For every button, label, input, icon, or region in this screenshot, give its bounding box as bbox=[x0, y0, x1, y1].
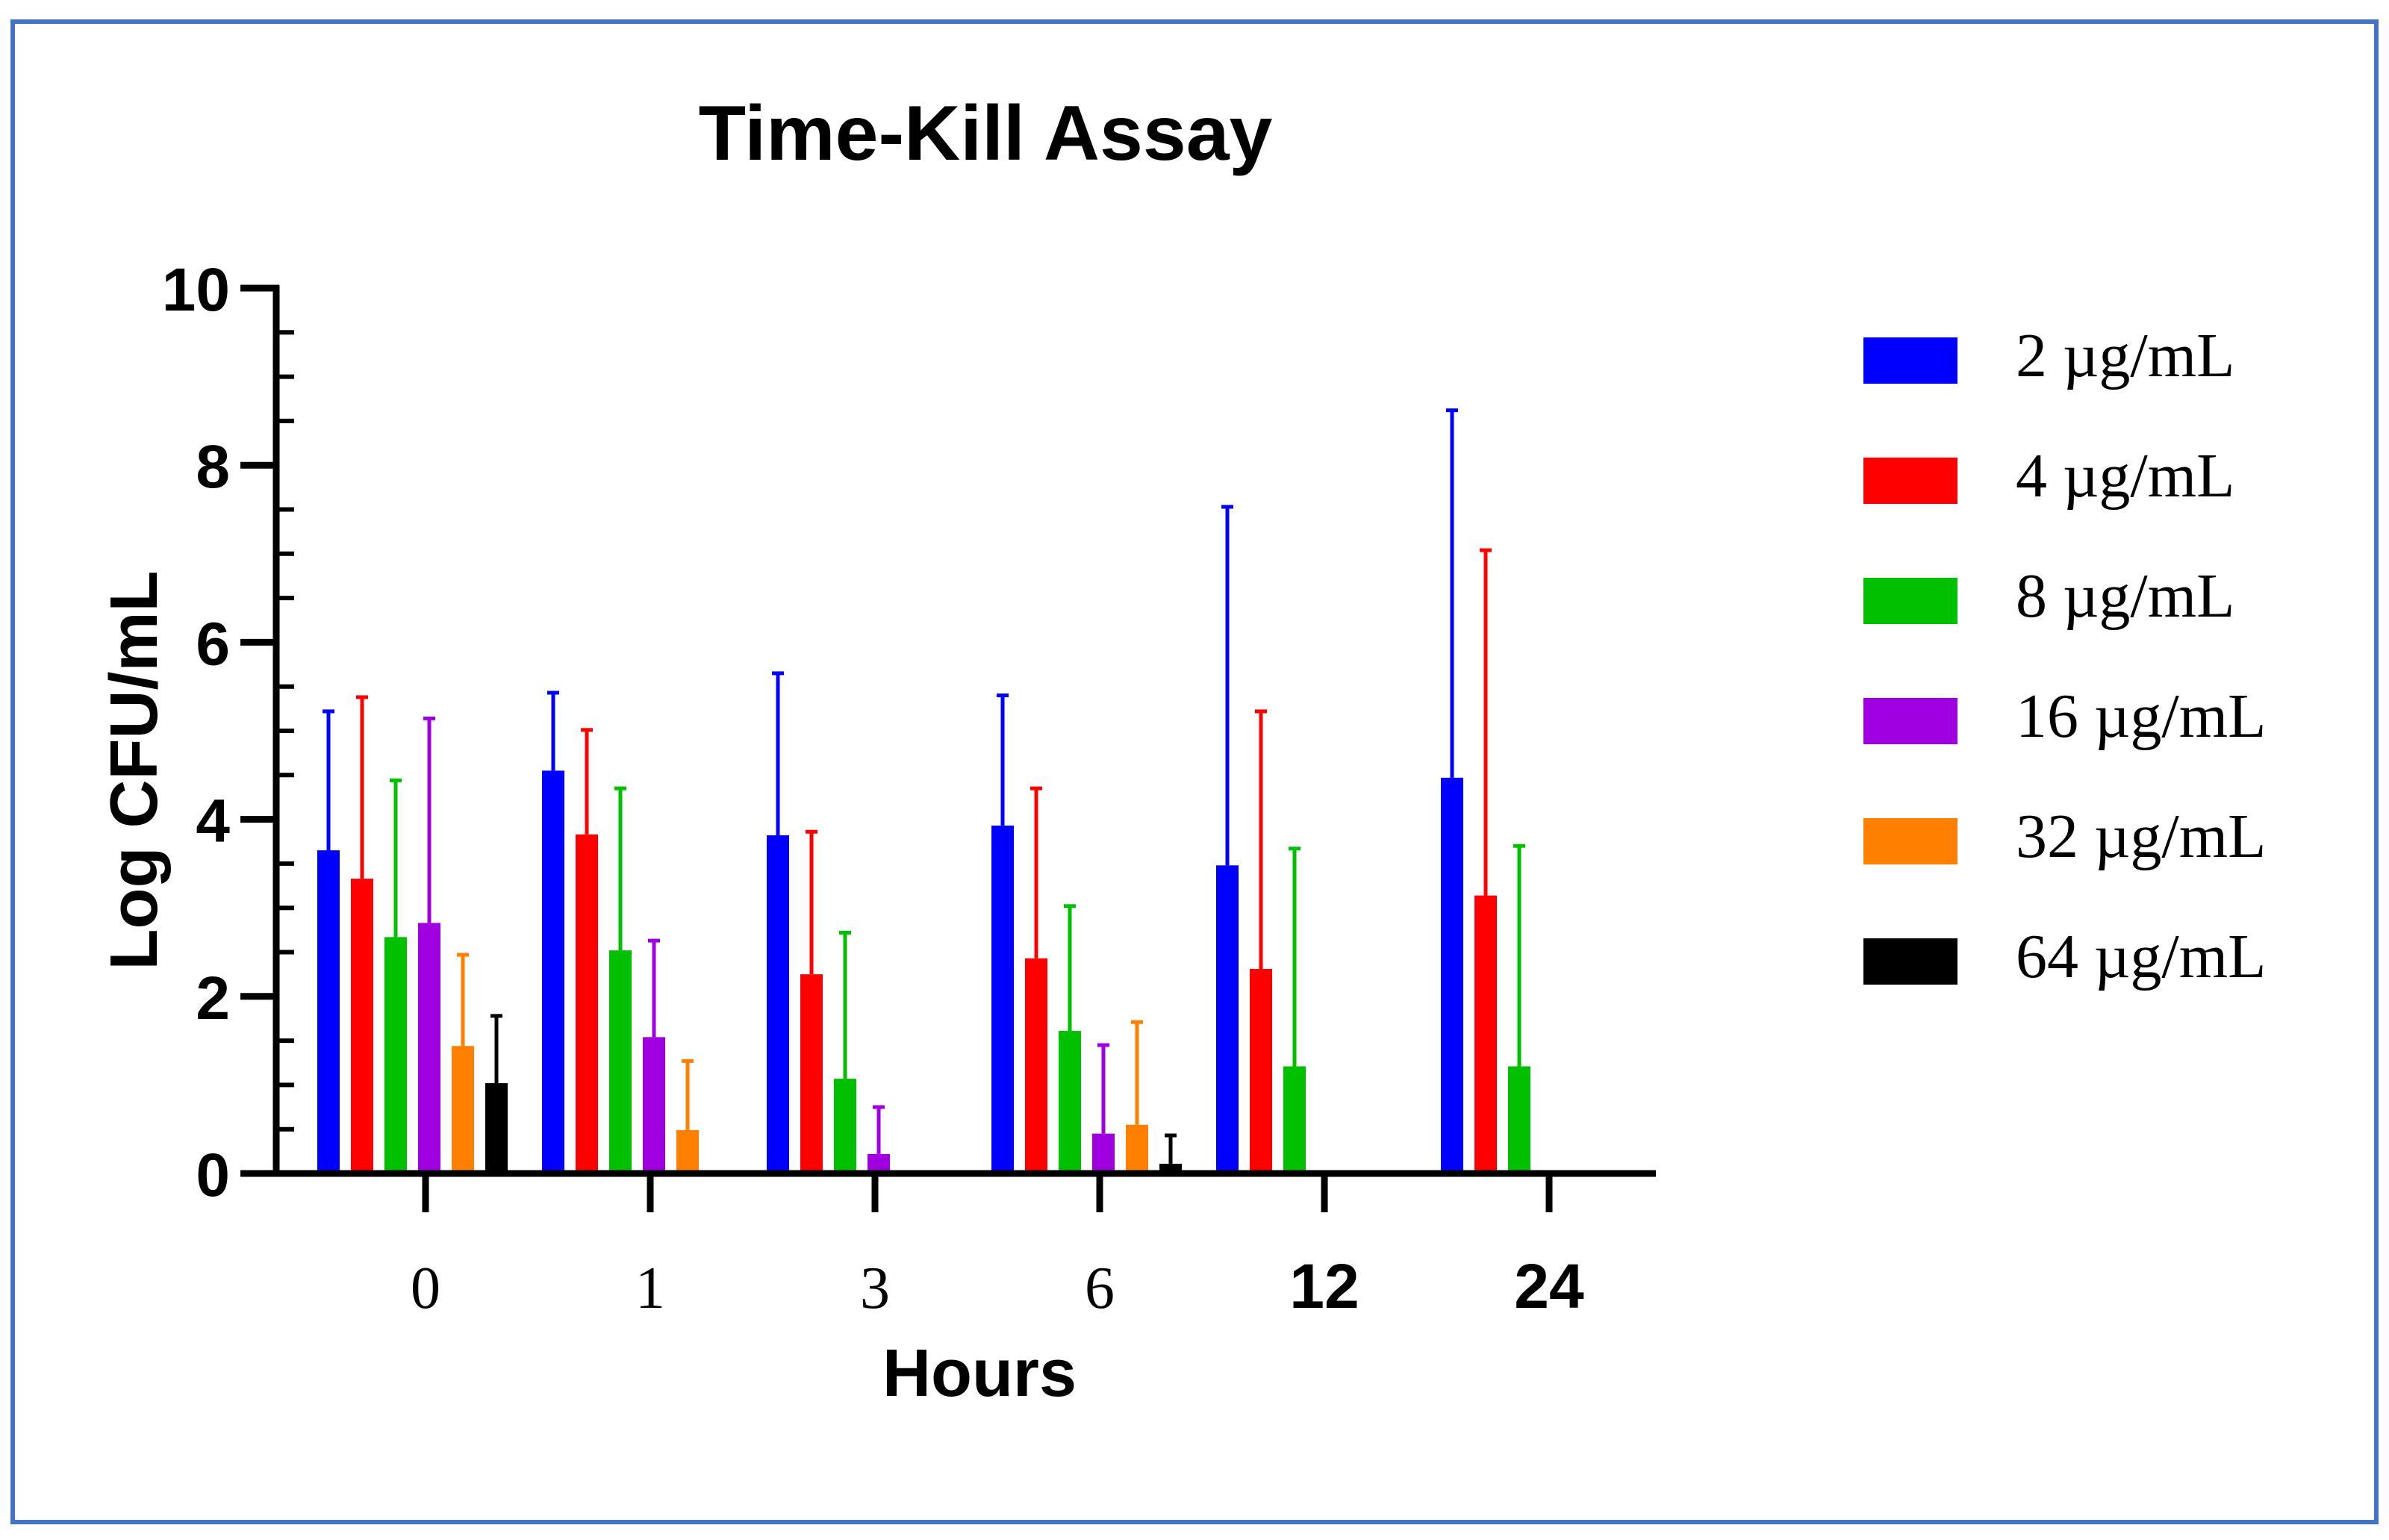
bar-3h-series-1 bbox=[767, 835, 789, 1173]
legend-item: 64 µg/mL bbox=[1863, 922, 2266, 991]
error-bar-24h-series-1 bbox=[1446, 408, 1458, 778]
legend-swatch bbox=[1863, 818, 1957, 864]
error-bar-6h-series-3 bbox=[1064, 904, 1076, 1032]
error-bar-1h-series-5 bbox=[682, 1059, 694, 1130]
time-kill-chart: Time-Kill Assay Log CFU/mL Hours 0 1 3 6 12 2… bbox=[97, 90, 2266, 1411]
x-tick-label: 0 bbox=[411, 1256, 440, 1321]
bar-0h-series-2 bbox=[351, 879, 373, 1173]
error-bar-6h-series-2 bbox=[1030, 786, 1042, 958]
y-tick-labels: 0 2 4 6 8 10 bbox=[162, 256, 231, 1209]
bar-0h-series-4 bbox=[418, 923, 440, 1173]
chart-title: Time-Kill Assay bbox=[699, 90, 1273, 177]
error-bar-12h-series-2 bbox=[1255, 709, 1267, 970]
y-tick-label: 4 bbox=[196, 788, 230, 855]
error-bar-6h-series-4 bbox=[1097, 1043, 1109, 1134]
legend-label: 32 µg/mL bbox=[2016, 802, 2266, 871]
bars-layer bbox=[317, 770, 1530, 1173]
error-bars-layer bbox=[323, 408, 1525, 1164]
legend-label: 64 µg/mL bbox=[2016, 922, 2266, 991]
legend-label: 8 µg/mL bbox=[2016, 561, 2234, 631]
error-bar-6h-series-5 bbox=[1131, 1020, 1143, 1125]
legend-label: 16 µg/mL bbox=[2016, 682, 2266, 751]
legend-item: 32 µg/mL bbox=[1863, 802, 2266, 871]
bar-1h-series-3 bbox=[609, 950, 632, 1173]
bar-0h-series-5 bbox=[452, 1046, 474, 1173]
legend-swatch bbox=[1863, 938, 1957, 985]
bar-6h-series-4 bbox=[1092, 1133, 1115, 1173]
x-tick-label: 6 bbox=[1085, 1256, 1115, 1321]
x-tick-label: 12 bbox=[1289, 1251, 1359, 1321]
bar-3h-series-2 bbox=[800, 974, 823, 1173]
legend-label: 2 µg/mL bbox=[2016, 321, 2234, 390]
x-tick-label: 24 bbox=[1514, 1251, 1584, 1321]
bar-1h-series-5 bbox=[676, 1129, 699, 1173]
y-axis-label: Log CFU/mL bbox=[97, 571, 172, 970]
error-bar-24h-series-2 bbox=[1480, 548, 1492, 896]
y-tick-label: 10 bbox=[162, 256, 230, 324]
error-bar-0h-series-6 bbox=[490, 1014, 502, 1084]
bar-0h-series-1 bbox=[317, 850, 340, 1173]
error-bar-0h-series-4 bbox=[423, 716, 435, 923]
error-bar-12h-series-1 bbox=[1221, 505, 1233, 866]
legend-item: 16 µg/mL bbox=[1863, 682, 2266, 751]
bar-0h-series-6 bbox=[485, 1083, 508, 1173]
y-tick-label: 6 bbox=[196, 610, 230, 678]
legend-item: 2 µg/mL bbox=[1863, 321, 2234, 390]
bar-12h-series-2 bbox=[1250, 969, 1272, 1173]
y-tick-label: 8 bbox=[196, 433, 230, 501]
bar-1h-series-2 bbox=[576, 834, 598, 1173]
legend-swatch bbox=[1863, 578, 1957, 624]
legend: 2 µg/mL 4 µg/mL 8 µg/mL 16 µg/mL 32 µg/mL 64 … bbox=[1863, 321, 2266, 991]
error-bar-24h-series-3 bbox=[1513, 844, 1525, 1067]
x-axis-label: Hours bbox=[882, 1336, 1077, 1411]
error-bar-0h-series-5 bbox=[457, 953, 469, 1047]
bar-0h-series-3 bbox=[384, 937, 407, 1173]
error-bar-1h-series-4 bbox=[648, 938, 660, 1038]
legend-swatch bbox=[1863, 698, 1957, 744]
bar-6h-series-2 bbox=[1025, 958, 1047, 1173]
error-bar-6h-series-6 bbox=[1165, 1133, 1177, 1164]
error-bar-3h-series-4 bbox=[873, 1105, 885, 1154]
bar-24h-series-3 bbox=[1508, 1066, 1530, 1173]
legend-swatch bbox=[1863, 458, 1957, 504]
error-bar-12h-series-3 bbox=[1289, 847, 1301, 1067]
bar-12h-series-1 bbox=[1216, 865, 1239, 1173]
error-bar-3h-series-2 bbox=[806, 829, 817, 975]
error-bar-3h-series-1 bbox=[772, 671, 784, 835]
bar-24h-series-1 bbox=[1441, 777, 1463, 1173]
y-tick-label: 0 bbox=[196, 1141, 230, 1209]
x-tick-label: 1 bbox=[635, 1256, 665, 1321]
figure-frame: Time-Kill Assay Log CFU/mL Hours 0 1 3 6 12 2… bbox=[10, 19, 2379, 1524]
bar-6h-series-1 bbox=[991, 825, 1014, 1173]
bar-6h-series-3 bbox=[1059, 1031, 1081, 1173]
axes-layer bbox=[240, 284, 1656, 1212]
error-bar-1h-series-1 bbox=[547, 690, 559, 771]
x-tick-labels: 0 1 3 6 12 24 bbox=[411, 1251, 1584, 1321]
bar-24h-series-2 bbox=[1474, 895, 1497, 1173]
legend-swatch bbox=[1863, 337, 1957, 384]
error-bar-3h-series-3 bbox=[839, 930, 851, 1079]
error-bar-0h-series-3 bbox=[390, 778, 402, 938]
bar-12h-series-3 bbox=[1283, 1066, 1306, 1173]
bar-3h-series-3 bbox=[834, 1079, 856, 1173]
legend-item: 8 µg/mL bbox=[1863, 561, 2234, 631]
error-bar-1h-series-2 bbox=[581, 728, 593, 835]
bar-6h-series-5 bbox=[1126, 1124, 1148, 1173]
x-tick-label: 3 bbox=[860, 1256, 890, 1321]
error-bar-1h-series-3 bbox=[614, 786, 626, 951]
bar-1h-series-1 bbox=[542, 770, 564, 1173]
error-bar-0h-series-1 bbox=[323, 709, 334, 851]
legend-item: 4 µg/mL bbox=[1863, 441, 2234, 511]
y-tick-label: 2 bbox=[196, 964, 230, 1032]
bar-1h-series-4 bbox=[643, 1037, 665, 1173]
error-bar-6h-series-1 bbox=[997, 693, 1009, 826]
legend-label: 4 µg/mL bbox=[2016, 441, 2234, 511]
error-bar-0h-series-2 bbox=[356, 695, 368, 879]
